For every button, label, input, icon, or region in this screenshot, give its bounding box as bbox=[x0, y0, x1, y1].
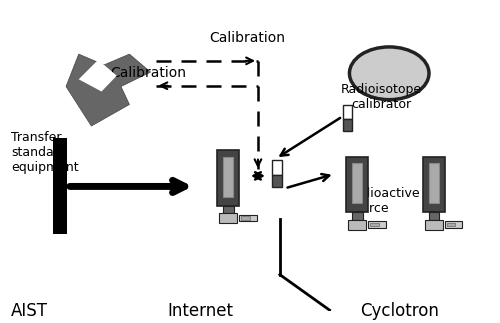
Bar bbox=[272, 175, 281, 187]
Bar bbox=[272, 160, 281, 175]
Bar bbox=[429, 163, 439, 203]
Bar bbox=[428, 212, 440, 220]
Text: Cyclotron: Cyclotron bbox=[360, 302, 438, 320]
Bar bbox=[423, 157, 445, 212]
Bar bbox=[348, 220, 366, 230]
Bar bbox=[343, 119, 352, 131]
Bar bbox=[53, 139, 67, 234]
Bar bbox=[370, 223, 379, 226]
Text: Calibration: Calibration bbox=[210, 31, 286, 45]
PathPatch shape bbox=[78, 60, 116, 91]
Bar bbox=[446, 223, 456, 226]
Text: Radioactive
source: Radioactive source bbox=[347, 187, 420, 215]
Bar bbox=[241, 216, 250, 220]
Text: Internet: Internet bbox=[168, 302, 234, 320]
Bar bbox=[352, 212, 363, 220]
Bar bbox=[217, 150, 239, 206]
Bar bbox=[343, 105, 352, 119]
Text: Radioisotope
calibrator: Radioisotope calibrator bbox=[341, 83, 422, 111]
Ellipse shape bbox=[350, 47, 429, 100]
Bar bbox=[346, 157, 368, 212]
Bar bbox=[222, 206, 234, 213]
Bar bbox=[368, 222, 386, 228]
Text: Calibration: Calibration bbox=[110, 67, 186, 80]
Bar bbox=[239, 215, 256, 222]
Bar bbox=[219, 213, 237, 223]
Bar bbox=[425, 220, 443, 230]
Text: AIST: AIST bbox=[12, 302, 49, 320]
Bar bbox=[352, 163, 362, 203]
PathPatch shape bbox=[66, 54, 150, 126]
Bar bbox=[445, 222, 462, 228]
Text: Transfer
standard
equipment: Transfer standard equipment bbox=[12, 131, 79, 174]
Bar bbox=[223, 157, 233, 197]
